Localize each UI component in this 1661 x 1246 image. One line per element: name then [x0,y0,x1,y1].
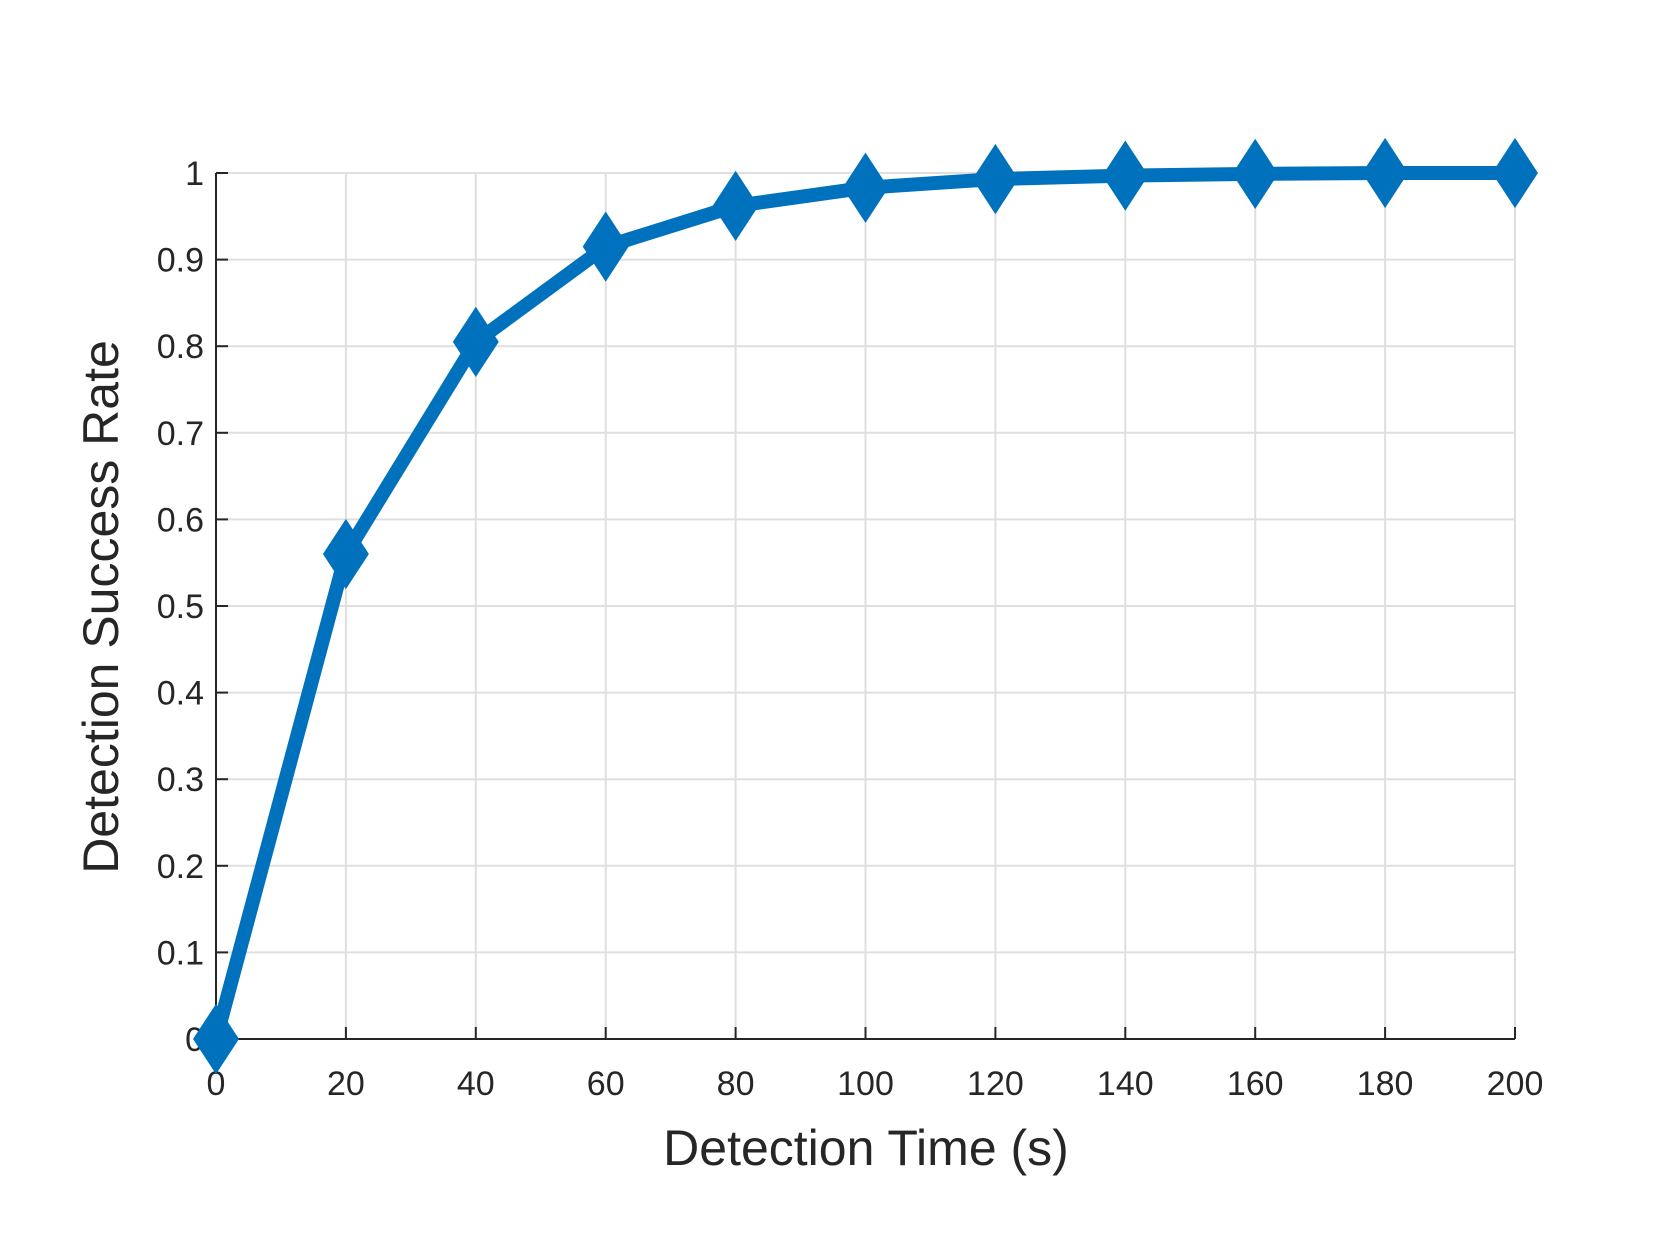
x-tick-label: 180 [1357,1065,1414,1103]
data-point-marker [1492,137,1538,209]
data-point-marker [972,143,1019,215]
x-tick-label: 100 [837,1065,894,1103]
x-tick-label: 80 [717,1065,755,1103]
y-tick-label: 1 [185,155,204,193]
data-point-marker [1232,138,1279,210]
tick-labels: 02040608010012014016018020000.10.20.30.4… [157,155,1544,1103]
data-point-marker [1102,140,1149,211]
x-tick-label: 0 [207,1065,226,1103]
y-tick-label: 0.9 [157,242,204,280]
y-tick-label: 0.6 [157,501,204,539]
y-axis-label: Detection Success Rate [73,340,129,874]
x-tick-label: 40 [457,1065,495,1103]
x-axis-label: Detection Time (s) [663,1120,1069,1176]
y-tick-label: 0.1 [157,934,204,972]
data-point-marker [712,170,759,242]
data-point-marker [842,152,889,223]
y-tick-label: 0.5 [157,588,204,626]
x-tick-label: 200 [1487,1065,1544,1103]
x-tick-label: 140 [1097,1065,1154,1103]
data-series [193,137,1538,1075]
data-point-marker [193,1003,239,1075]
y-tick-label: 0.3 [157,761,204,799]
data-point-marker [322,518,369,590]
y-tick-label: 0.2 [157,848,204,886]
grid [215,172,1516,1040]
data-point-marker [452,306,499,378]
data-point-marker [1362,137,1409,209]
y-tick-label: 0.4 [157,675,204,713]
data-point-marker [582,211,629,282]
y-tick-label: 0.7 [157,415,204,453]
x-tick-label: 120 [967,1065,1024,1103]
x-tick-label: 60 [587,1065,625,1103]
x-tick-label: 20 [327,1065,365,1103]
y-tick-label: 0.8 [157,328,204,366]
x-tick-label: 160 [1227,1065,1284,1103]
